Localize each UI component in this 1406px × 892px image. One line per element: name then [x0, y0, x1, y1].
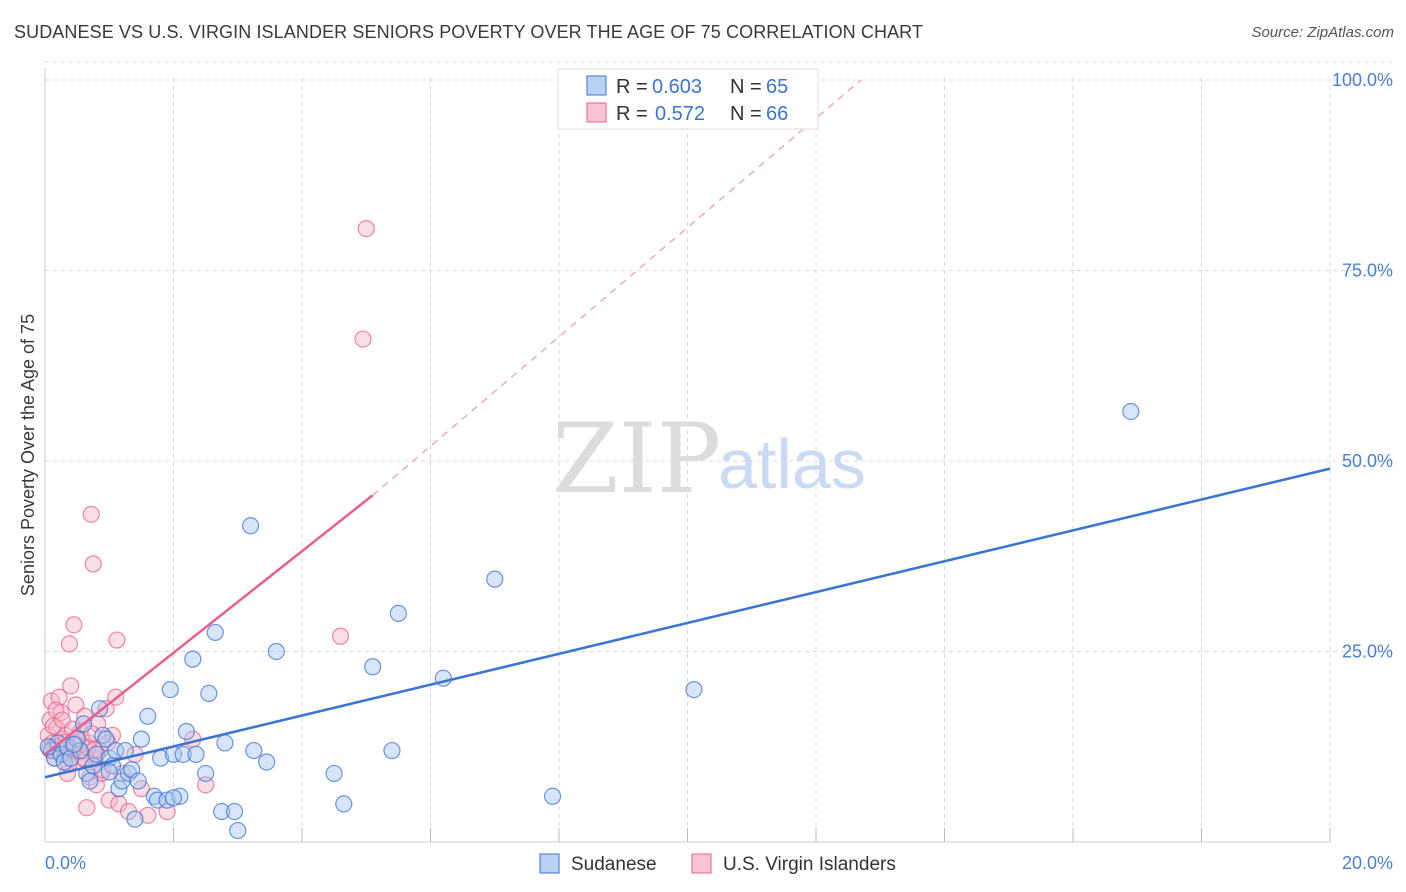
legend-r-value-virgin-islanders: 0.572 — [655, 103, 705, 125]
sudanese-point — [335, 795, 353, 813]
sudanese-point — [206, 623, 224, 642]
virgin-islanders-point — [78, 799, 96, 817]
grid-lines — [45, 61, 1392, 842]
y-axis-title: Seniors Poverty Over the Age of 75 — [18, 314, 38, 596]
sudanese-point — [245, 741, 263, 760]
virgin-islanders-point — [67, 696, 85, 714]
sudanese-point — [200, 684, 218, 703]
sudanese-point — [164, 789, 183, 807]
virgin-islanders-point — [357, 219, 375, 238]
legend-n-value-sudanese: 65 — [766, 76, 788, 98]
legend-n-label: N = — [730, 103, 762, 125]
sudanese-point — [81, 772, 99, 790]
virgin-islanders-point — [42, 692, 61, 710]
sudanese-point — [1122, 402, 1140, 421]
sudanese-point — [91, 700, 109, 718]
sudanese-point — [383, 741, 401, 760]
bottom-legend-label-sudanese: Sudanese — [571, 854, 657, 875]
sudanese-point — [174, 745, 192, 763]
legend-n-value-virgin-islanders: 66 — [766, 103, 788, 125]
sudanese-point — [184, 650, 202, 668]
sudanese-point — [171, 787, 189, 805]
virgin-islanders-point — [47, 701, 65, 719]
axes — [44, 68, 1331, 843]
sudanese-point — [364, 658, 382, 676]
legend-swatch-sudanese — [586, 75, 607, 96]
trend-line-sudanese — [44, 467, 1331, 779]
x-tick-label: 20.0% — [1342, 853, 1393, 873]
sudanese-point — [685, 680, 703, 699]
sudanese-point — [229, 821, 247, 840]
sudanese-point — [325, 764, 343, 783]
series-us-virgin-islanders — [39, 219, 375, 824]
bottom-legend: Sudanese U.S. Virgin Islanders — [539, 853, 896, 875]
legend: R = 0.603 N = 65 R = 0.572 N = 66 — [557, 68, 819, 130]
sudanese-point — [177, 722, 195, 741]
sudanese-point — [107, 741, 125, 760]
sudanese-point — [87, 745, 106, 763]
y-tick-label: 75.0% — [1342, 261, 1393, 281]
sudanese-point — [71, 741, 89, 760]
virgin-islanders-point — [97, 700, 115, 718]
trend-line-virgin-islanders — [44, 494, 374, 756]
virgin-islanders-point — [331, 627, 350, 645]
chart-title: SUDANESE VS U.S. VIRGIN ISLANDER SENIORS… — [14, 22, 924, 42]
sudanese-point — [216, 734, 234, 752]
sudanese-point — [213, 802, 231, 821]
virgin-islanders-point — [100, 791, 118, 809]
sudanese-point — [242, 517, 260, 535]
sudanese-point — [65, 735, 83, 754]
virgin-islanders-point — [60, 635, 79, 653]
y-tick-label: 100.0% — [1332, 70, 1393, 90]
bottom-legend-swatch-sudanese — [539, 853, 560, 874]
legend-swatch-virgin-islanders — [586, 102, 607, 123]
sudanese-point — [97, 730, 115, 748]
sudanese-point — [132, 730, 150, 748]
watermark-zip: ZIP — [552, 403, 721, 515]
legend-r-value-sudanese: 0.603 — [652, 76, 702, 98]
sudanese-point — [225, 802, 244, 821]
sudanese-point — [267, 642, 285, 661]
sudanese-point — [486, 570, 504, 588]
trend-line-virgin-islanders-extension — [372, 79, 862, 496]
legend-r-label: R = — [616, 76, 648, 98]
watermark-atlas: atlas — [718, 425, 866, 503]
virgin-islanders-point — [65, 616, 83, 634]
sudanese-point — [126, 810, 144, 828]
sudanese-point — [187, 745, 205, 763]
bottom-legend-swatch-virgin-islanders — [691, 853, 712, 874]
bottom-legend-label-virgin-islanders: U.S. Virgin Islanders — [723, 854, 896, 875]
virgin-islanders-point — [62, 677, 80, 695]
sudanese-point — [161, 680, 179, 699]
y-tick-labels: 25.0% 50.0% 75.0% 100.0% — [1332, 70, 1393, 662]
sudanese-point — [129, 772, 147, 790]
sudanese-point — [197, 764, 215, 783]
sudanese-point — [139, 707, 157, 725]
x-tick-label: 0.0% — [45, 853, 86, 873]
source-credit: Source: ZipAtlas.com — [1251, 24, 1394, 41]
y-tick-label: 50.0% — [1342, 451, 1393, 471]
sudanese-point — [543, 787, 562, 805]
x-tick-labels: 0.0% 20.0% — [45, 853, 1393, 873]
sudanese-point — [389, 604, 407, 623]
y-tick-label: 25.0% — [1342, 642, 1393, 662]
virgin-islanders-point — [108, 631, 126, 649]
watermark: ZIP atlas — [552, 403, 866, 515]
virgin-islanders-point — [82, 505, 100, 523]
legend-n-label: N = — [730, 76, 762, 98]
sudanese-point — [100, 763, 118, 781]
legend-r-label: R = — [616, 103, 648, 125]
trend-lines — [44, 79, 1331, 779]
virgin-islanders-point — [139, 806, 157, 824]
sudanese-point — [258, 753, 276, 771]
virgin-islanders-point — [354, 330, 372, 348]
virgin-islanders-point — [84, 555, 102, 573]
